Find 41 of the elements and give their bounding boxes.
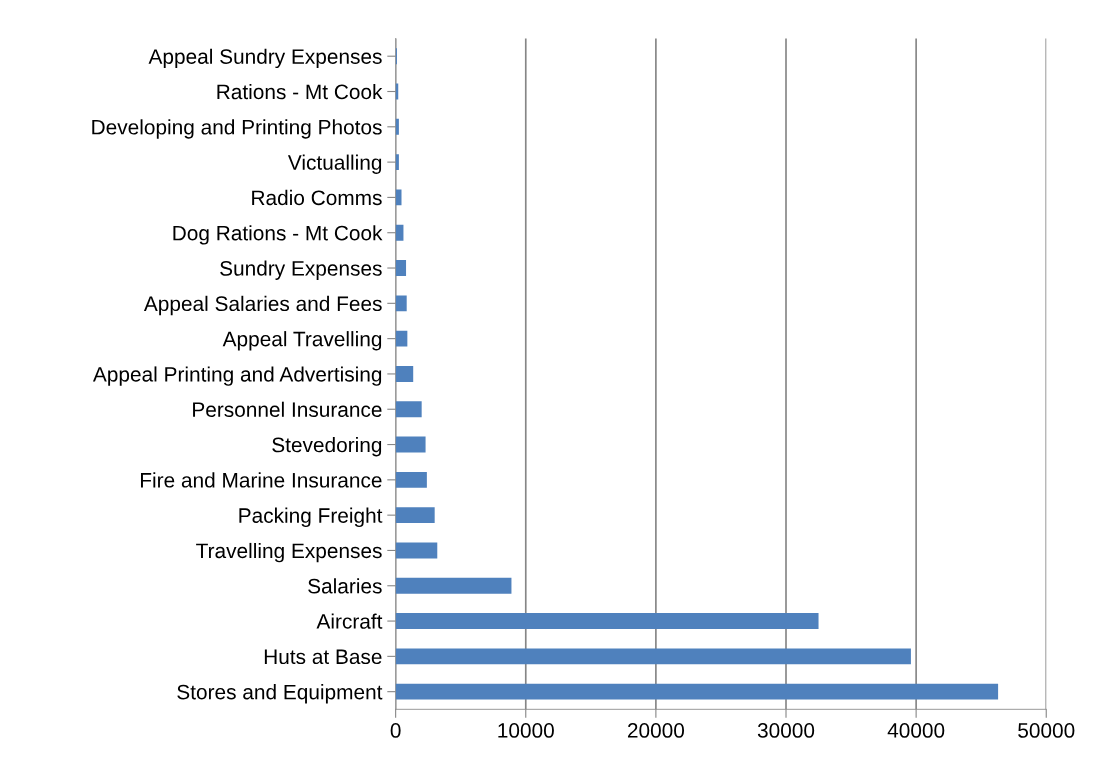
bar [395,648,911,665]
x-tick-label: 30000 [757,723,815,738]
y-tick-label: Victualling [287,154,382,174]
y-tick-label: Fire and Marine Insurance [141,472,382,488]
bar [395,613,819,629]
y-tick-label: Huts at Base [264,649,382,665]
y-tick-label: Sundry Expenses [220,260,382,280]
y-tick-label: Stevedoring [272,436,382,457]
bar [395,365,414,382]
bar [395,436,426,453]
y-tick-label: Stores and Equipment [177,684,383,704]
x-tick-label: 10000 [498,723,554,738]
y-tick-label: Appeal Sundry Expenses [148,48,382,69]
bar [395,260,407,276]
y-tick-label: Dog Rations - Mt Cook [173,225,383,245]
bar [395,118,399,135]
y-tick-label: Travelling Expenses [196,542,382,563]
y-tick-label: Appeal Printing and Advertising [92,366,382,386]
bar [395,330,408,347]
bar [395,542,438,559]
x-tick-label: 50000 [1018,723,1075,738]
bar [395,295,407,312]
y-tick-label: Radio Comms [252,189,382,206]
bar [395,507,435,524]
bar [395,224,404,241]
y-tick-label: Appeal Travelling [222,331,382,351]
bar [395,401,422,418]
x-tick-label: 40000 [887,723,945,738]
y-tick-label: Aircraft [316,613,383,629]
bar [395,683,999,700]
y-tick-label: Developing and Printing Photos [92,119,382,139]
bar [395,577,512,594]
y-tick-label: Personnel Insurance [193,401,382,417]
y-tick-label: Packing Freight [239,507,383,528]
x-tick-label: 0 [390,723,401,738]
y-tick-label: Salaries [308,578,382,594]
y-tick-label: Rations - Mt Cook [217,83,383,100]
bar [395,471,427,488]
bar [395,154,399,171]
y-tick-label: Appeal Salaries and Fees [143,295,382,316]
x-tick-label: 20000 [627,723,685,738]
